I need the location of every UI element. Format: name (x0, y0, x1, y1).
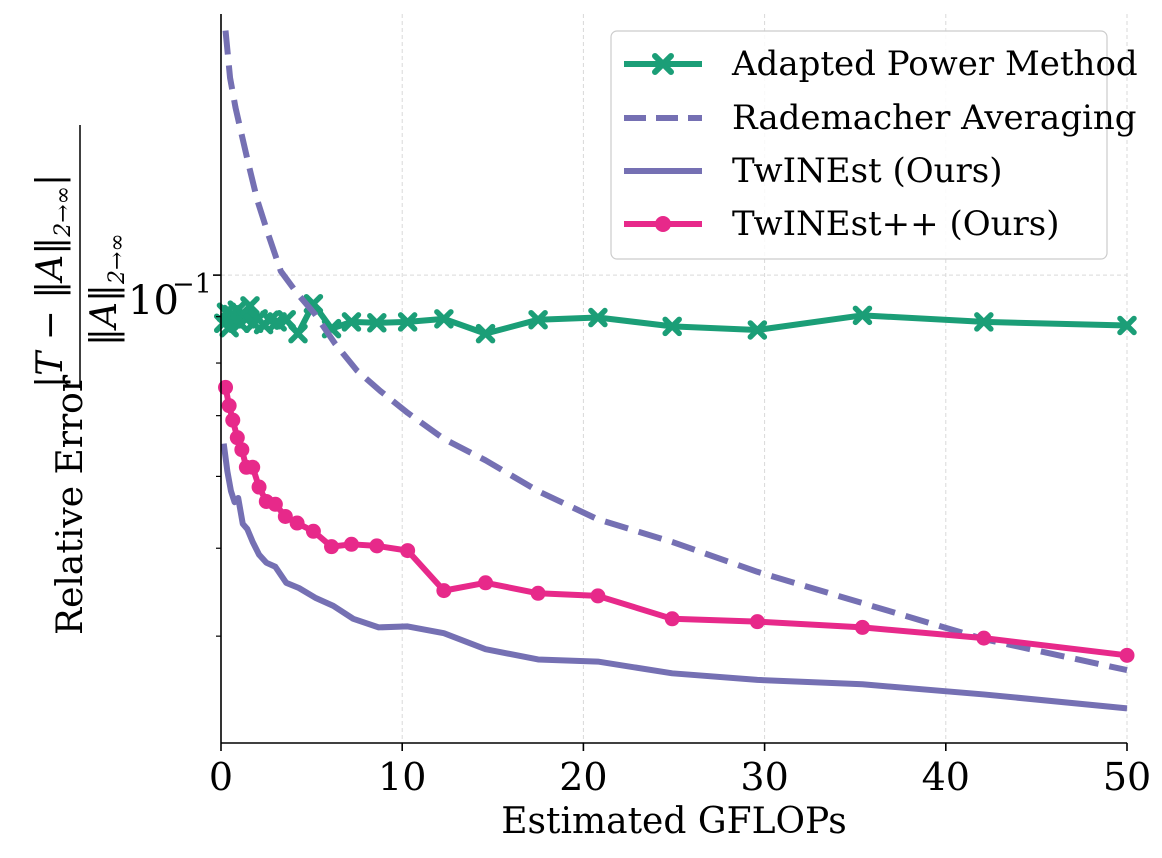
data-point (590, 588, 606, 604)
data-point (749, 614, 765, 630)
series-twinest-ours (218, 379, 1135, 663)
svg-text:Rademacher Averaging: Rademacher Averaging (732, 98, 1137, 138)
data-point (664, 611, 680, 627)
data-point (434, 309, 454, 329)
data-point (976, 630, 992, 646)
svg-text:TwINEst++ (Ours): TwINEst++ (Ours) (732, 204, 1059, 244)
legend-frame (610, 30, 1108, 260)
data-point (343, 536, 359, 552)
data-point (221, 398, 237, 414)
svg-text:−1: −1 (172, 269, 212, 300)
data-point (588, 307, 608, 328)
y-axis-title-numerator: |T − ‖A‖2→∞| (30, 174, 76, 388)
x-ticks: 0 10 20 30 40 50 (209, 743, 1151, 799)
legend-marker-circle (655, 216, 671, 232)
data-point (436, 583, 452, 599)
data-point (528, 309, 548, 330)
series-layer (213, 30, 1137, 712)
x-tick-label-50: 50 (1103, 755, 1151, 799)
data-point (747, 320, 768, 340)
y-axis-title-prefix: Relative Error (50, 374, 91, 635)
data-point (852, 305, 873, 326)
data-point (245, 459, 261, 475)
data-point (1117, 315, 1137, 336)
data-point (478, 575, 494, 591)
data-point (229, 430, 245, 446)
data-point (324, 539, 340, 555)
data-point (662, 316, 682, 337)
legend-marker-x (652, 53, 674, 75)
legend-entry-twinest-plus-plus: TwINEst++ (Ours) (624, 204, 1059, 244)
data-point (288, 323, 308, 344)
legend-entry-adapted-power-method: Adapted Power Method (624, 44, 1138, 84)
data-point (305, 523, 321, 539)
x-tick-label-0: 0 (209, 755, 233, 799)
y-ticks (213, 274, 221, 637)
svg-text:TwINEst (Ours): TwINEst (Ours) (732, 151, 1003, 191)
data-point (367, 313, 387, 333)
data-point (225, 412, 241, 428)
data-point (341, 312, 362, 332)
svg-text:Adapted Power Method: Adapted Power Method (731, 44, 1138, 84)
legend: Adapted Power Method Rademacher Averagin… (610, 30, 1138, 260)
data-point (974, 312, 994, 332)
series-rademacher-averaging (222, 30, 1128, 674)
data-point (240, 296, 260, 316)
y-axis-title: Relative Error |T − ‖A‖2→∞| ‖A‖2→∞ (30, 125, 130, 635)
data-point (277, 508, 293, 524)
data-point (854, 619, 870, 635)
y-axis-title-denominator: ‖A‖2→∞ (84, 233, 130, 346)
data-point (289, 515, 305, 531)
data-point (1119, 647, 1135, 663)
x-axis-title: Estimated GFLOPs (501, 801, 846, 842)
data-point (400, 543, 416, 559)
series-line (222, 30, 1128, 674)
data-point (397, 312, 418, 332)
data-point (234, 442, 250, 458)
y-tick-label-0.1: 10 −1 (128, 269, 212, 324)
svg-text:10: 10 (128, 278, 179, 324)
x-tick-label-30: 30 (740, 755, 788, 799)
x-tick-label-10: 10 (378, 755, 426, 799)
legend-entry-rademacher-averaging: Rademacher Averaging (624, 98, 1137, 138)
x-tick-label-20: 20 (559, 755, 607, 799)
data-point (475, 323, 496, 344)
legend-entry-twinest: TwINEst (Ours) (624, 151, 1003, 191)
series-line (220, 443, 1128, 712)
data-point (267, 496, 283, 512)
x-tick-label-40: 40 (922, 755, 970, 799)
data-point (251, 479, 267, 495)
data-point (369, 538, 385, 554)
data-point (530, 585, 546, 601)
series-twinest-ours (220, 443, 1128, 712)
series-adapted-power-method (213, 293, 1137, 344)
